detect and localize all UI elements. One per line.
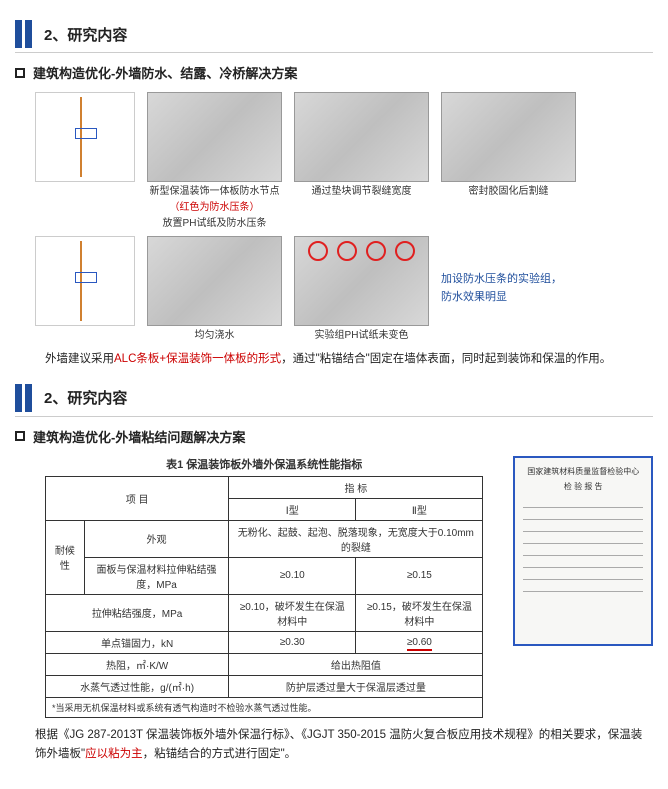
table-block: 表1 保温装饰板外墙外保温系统性能指标 项 目 指 标 Ⅰ型 Ⅱ型 耐候性 外观…	[45, 456, 653, 718]
sub-heading-2: 建筑构造优化-外墙粘结问题解决方案	[33, 427, 245, 446]
caption-2-3: 实验组PH试纸未变色	[315, 329, 409, 342]
sub-header-1: 建筑构造优化-外墙防水、结露、冷桥解决方案	[15, 63, 653, 82]
header-bars-2	[15, 384, 32, 412]
th-type2: Ⅱ型	[356, 498, 483, 520]
td-v1: ≥0.10	[229, 557, 356, 594]
td-span: 给出热阻值	[229, 653, 483, 675]
caption-1-2b: （红色为防水压条）	[170, 201, 260, 214]
figure-1-2: 新型保温装饰一体板防水节点 （红色为防水压条） 放置PH试纸及防水压条	[147, 92, 282, 230]
caption-1-2c: 放置PH试纸及防水压条	[163, 217, 267, 230]
photo-spacer-adjust	[294, 92, 429, 182]
highlight-value: ≥0.60	[407, 637, 432, 651]
td-label: 面板与保温材料拉伸粘结强度，MPa	[84, 557, 228, 594]
th-item: 项 目	[46, 476, 229, 520]
td-label: 单点锚固力，kN	[46, 631, 229, 653]
th-type1: Ⅰ型	[229, 498, 356, 520]
caption-1-4: 密封胶固化后割缝	[469, 185, 549, 198]
section-title-1: 2、研究内容	[44, 24, 127, 45]
figure-1-3: 通过垫块调节裂缝宽度	[294, 92, 429, 230]
caption-2-2: 均匀浇水	[195, 329, 235, 342]
section-header-1: 2、研究内容	[15, 20, 653, 53]
body-text-1: 外墙建议采用ALC条板+保温装饰一体板的形式，通过"粘锚结合"固定在墙体表面，同…	[45, 350, 653, 370]
td-label: 水蒸气透过性能，g/(㎡·h)	[46, 675, 229, 697]
table-wrapper: 表1 保温装饰板外墙外保温系统性能指标 项 目 指 标 Ⅰ型 Ⅱ型 耐候性 外观…	[45, 456, 483, 718]
figure-row-1: 新型保温装饰一体板防水节点 （红色为防水压条） 放置PH试纸及防水压条 通过垫块…	[35, 92, 653, 230]
header-bars	[15, 20, 32, 48]
figure-2-1	[35, 236, 135, 342]
sub-marker-icon-2	[15, 431, 25, 441]
td-v2: ≥0.60	[356, 631, 483, 653]
photo-sealant-cut	[441, 92, 576, 182]
td-label: 热阻，㎡·K/W	[46, 653, 229, 675]
figure-2-3: 实验组PH试纸未变色	[294, 236, 429, 342]
figure-2-2: 均匀浇水	[147, 236, 282, 342]
red-highlight-2: 应以粘为主	[85, 748, 143, 760]
caption-1-3: 通过垫块调节裂缝宽度	[312, 185, 412, 198]
td-v1: ≥0.10，破坏发生在保温材料中	[229, 594, 356, 631]
photo-water-pour	[147, 236, 282, 326]
th-index: 指 标	[229, 476, 483, 498]
figure-row-2: 均匀浇水 实验组PH试纸未变色 加设防水压条的实验组， 防水效果明显	[35, 236, 653, 342]
cert-subtitle: 检 验 报 告	[523, 481, 643, 492]
td-label: 拉伸粘结强度，MPa	[46, 594, 229, 631]
table-title: 表1 保温装饰板外墙外保温系统性能指标	[45, 456, 483, 472]
body-text-2: 根据《JG 287-2013T 保温装饰板外墙外保温行标》、《JGJT 350-…	[35, 726, 653, 765]
note-blue-text: 加设防水压条的实验组， 防水效果明显	[441, 271, 562, 306]
sub-heading-1: 建筑构造优化-外墙防水、结露、冷桥解决方案	[33, 63, 297, 82]
section-header-2: 2、研究内容	[15, 384, 653, 417]
td-v2: ≥0.15	[356, 557, 483, 594]
td-label: 外观	[84, 520, 228, 557]
caption-1-2a: 新型保温装饰一体板防水节点	[150, 185, 280, 198]
certificate-image: 国家建筑材料质量监督检验中心 检 验 报 告	[513, 456, 653, 646]
td-span: 无粉化、起鼓、起泡、脱落现象，无宽度大于0.10mm的裂缝	[229, 520, 483, 557]
sub-header-2: 建筑构造优化-外墙粘结问题解决方案	[15, 427, 653, 446]
td-group: 耐候性	[46, 520, 85, 594]
photo-waterproof-node	[147, 92, 282, 182]
section-title-2: 2、研究内容	[44, 387, 127, 408]
td-footnote: *当采用无机保温材料或系统有透气构造时不检验水蒸气透过性能。	[46, 697, 483, 717]
figure-1-1	[35, 92, 135, 230]
photo-ph-test	[294, 236, 429, 326]
note-column: 加设防水压条的实验组， 防水效果明显	[441, 236, 562, 342]
red-highlight-1: ALC条板+保温装饰一体板的形式	[114, 353, 281, 365]
diagram-image-2	[35, 236, 135, 326]
td-v2: ≥0.15，破坏发生在保温材料中	[356, 594, 483, 631]
cert-title: 国家建筑材料质量监督检验中心	[523, 466, 643, 477]
td-v1: ≥0.30	[229, 631, 356, 653]
circle-annotations	[303, 241, 420, 261]
diagram-image	[35, 92, 135, 182]
performance-table: 项 目 指 标 Ⅰ型 Ⅱ型 耐候性 外观 无粉化、起鼓、起泡、脱落现象，无宽度大…	[45, 476, 483, 718]
td-span: 防护层透过量大于保温层透过量	[229, 675, 483, 697]
sub-marker-icon	[15, 68, 25, 78]
figure-1-4: 密封胶固化后割缝	[441, 92, 576, 230]
